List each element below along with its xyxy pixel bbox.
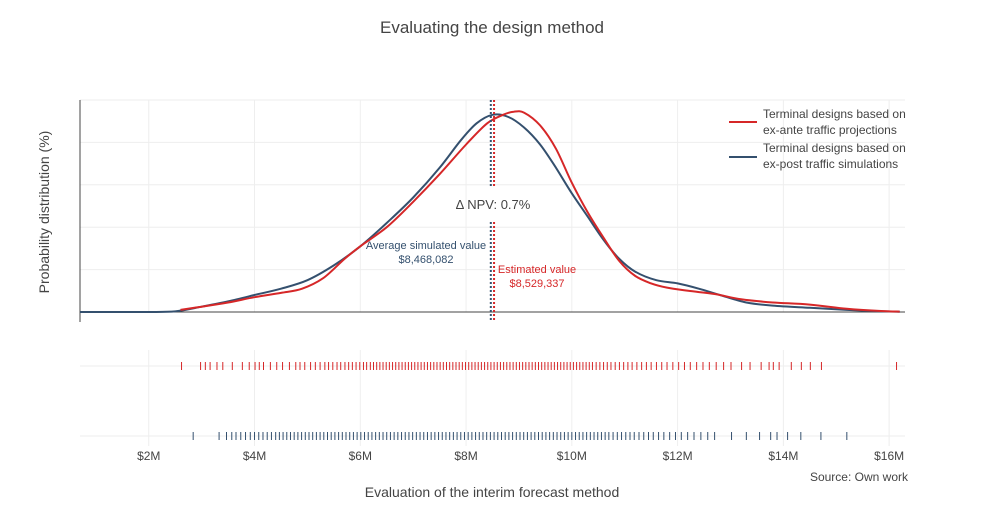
legend-ex-ante-line1: Terminal designs based on: [763, 107, 906, 121]
y-axis-title: Probability distribution (%): [36, 131, 52, 294]
x-tick-label-2: $6M: [349, 449, 372, 463]
x-tick-label-7: $16M: [874, 449, 904, 463]
source-note: Source: Own work: [810, 470, 909, 484]
chart-title: Evaluating the design method: [380, 18, 604, 37]
legend[interactable]: Terminal designs based on ex-ante traffi…: [729, 107, 906, 171]
legend-ex-post-line2: ex-post traffic simulations: [763, 157, 898, 171]
x-tick-label-5: $12M: [663, 449, 693, 463]
x-tick-label-6: $14M: [768, 449, 798, 463]
x-tick-label-1: $4M: [243, 449, 266, 463]
x-tick-label-0: $2M: [137, 449, 160, 463]
average-simulated-value: $8,468,082: [398, 254, 453, 266]
rug-plot-gridlines: [80, 350, 905, 446]
rug-marks: [181, 362, 898, 440]
legend-ex-post-line1: Terminal designs based on: [763, 141, 906, 155]
x-axis-title: Evaluation of the interim forecast metho…: [365, 484, 619, 500]
average-simulated-label: Average simulated value: [366, 240, 486, 252]
estimated-value-amount: $8,529,337: [509, 278, 564, 290]
x-tick-label-3: $8M: [454, 449, 477, 463]
density-curve-ex-ante: [180, 110, 900, 313]
value-marker-lines: [489, 100, 496, 322]
main-plot-gridlines: [79, 99, 905, 322]
delta-npv-annotation: Δ NPV: 0.7%: [456, 197, 531, 212]
x-tick-label-4: $10M: [557, 449, 587, 463]
estimated-value-label: Estimated value: [498, 264, 576, 276]
legend-ex-ante-line2: ex-ante traffic projections: [763, 123, 897, 137]
x-axis-tick-labels: $2M $4M $6M $8M $10M $12M $14M $16M: [137, 449, 904, 463]
density-curves: [79, 110, 900, 314]
